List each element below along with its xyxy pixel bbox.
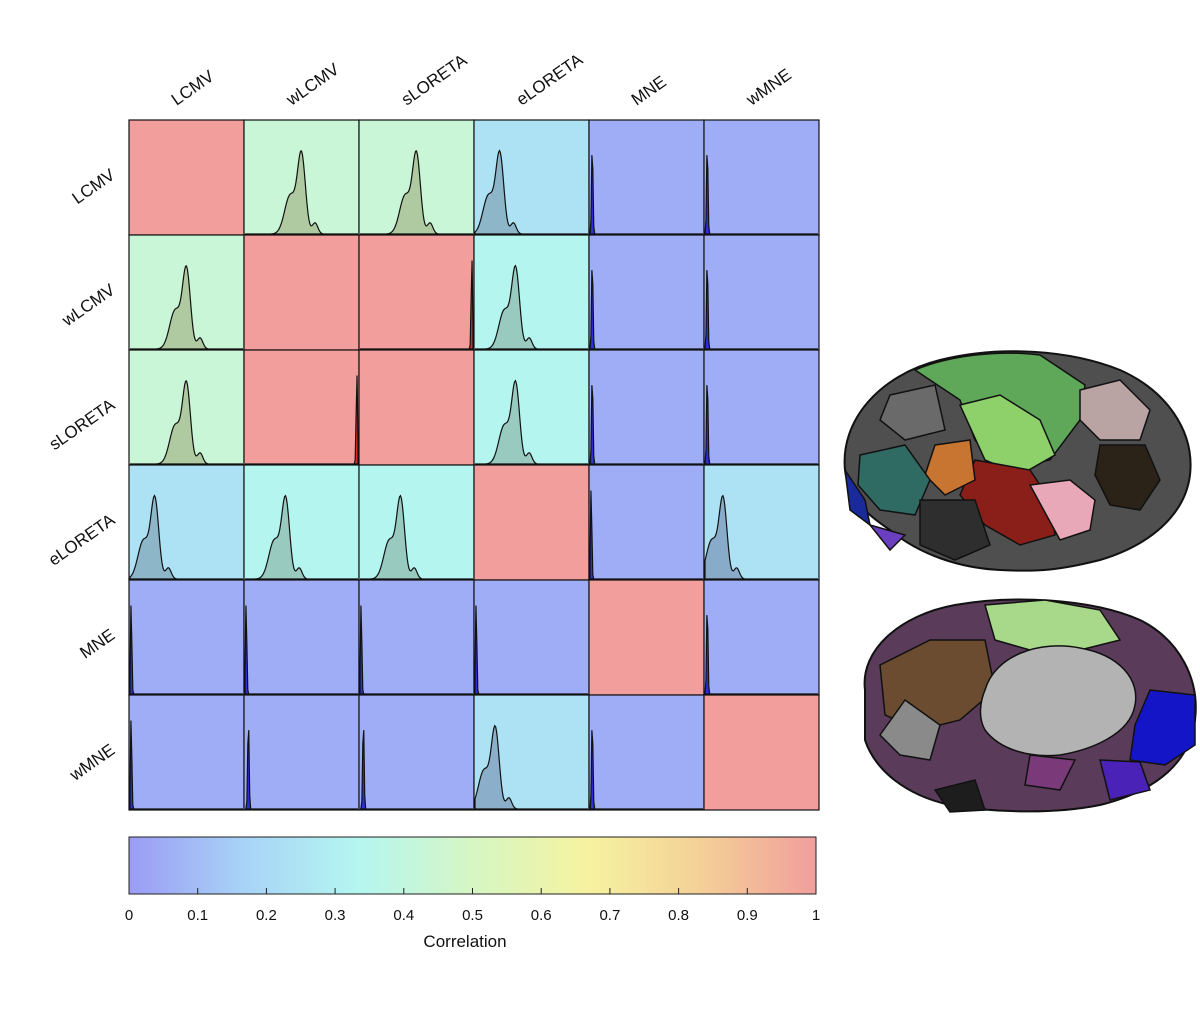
density-curve-LCMV-wLCMV (245, 150, 358, 235)
density-curve-MNE-wMNE (704, 615, 818, 695)
colorbar-tick-label-0.1: 0.1 (187, 907, 208, 924)
density-curve-eLORETA-wMNE (704, 494, 818, 580)
density-curve-wMNE-LCMV (129, 720, 243, 810)
matrix-cell-wLCMV-eLORETA (473, 234, 590, 351)
density-curve-wLCMV-sLORETA (360, 260, 474, 350)
density-curve-wMNE-wLCMV (244, 730, 358, 810)
colorbar-tick-label-0.2: 0.2 (256, 907, 277, 924)
density-curve-LCMV-sLORETA (360, 150, 473, 235)
colorbar-tick-label-0.4: 0.4 (393, 907, 414, 924)
matrix-cell-sLORETA-wMNE (703, 349, 820, 466)
density-curve-sLORETA-wLCMV (245, 375, 359, 465)
density-curve-wLCMV-MNE (589, 270, 703, 350)
matrix-cell-LCMV-LCMV (128, 119, 245, 236)
column-label-LCMV: LCMV (168, 66, 218, 109)
matrix-cell-wMNE-MNE (588, 694, 705, 811)
matrix-cell-eLORETA-eLORETA (473, 464, 590, 581)
density-curve-LCMV-eLORETA (474, 149, 588, 235)
brain-lateral-view (843, 350, 1192, 572)
density-curve-LCMV-wMNE (704, 155, 818, 235)
colorbar-tick-label-0.3: 0.3 (325, 907, 346, 924)
colorbar: 0 0.1 0.2 0.3 0.4 0.5 0.6 0.7 0.8 0.9 1 Correlatio… (125, 836, 820, 951)
density-curve-wMNE-eLORETA (474, 724, 588, 810)
matrix-cell-wLCMV-wLCMV (243, 234, 360, 351)
row-label-wMNE: wMNE (66, 740, 119, 785)
colorbar-tick-label-0.7: 0.7 (599, 907, 620, 924)
colorbar-tick-label-0.8: 0.8 (668, 907, 689, 924)
row-labels: LCMV wLCMV sLORETA eLORETA MNE wMNE (45, 165, 119, 785)
density-curve-LCMV-MNE (589, 155, 703, 235)
column-label-wMNE: wMNE (742, 65, 795, 110)
matrix-cell-wLCMV-MNE (588, 234, 705, 351)
column-label-sLORETA: sLORETA (398, 50, 471, 109)
density-curve-eLORETA-wLCMV (245, 494, 358, 580)
density-curve-wLCMV-wMNE (704, 270, 818, 350)
row-label-wLCMV: wLCMV (58, 280, 119, 331)
brain-medial-view (863, 598, 1197, 813)
matrix-cell-MNE-wMNE (703, 579, 820, 696)
density-curve-eLORETA-MNE (589, 490, 703, 580)
density-curve-wLCMV-eLORETA (475, 264, 588, 350)
matrix-cell-wLCMV-sLORETA (358, 234, 475, 351)
density-curve-wMNE-MNE (589, 730, 703, 810)
matrix-cell-eLORETA-MNE (588, 464, 705, 581)
matrix-cell-MNE-sLORETA (358, 579, 475, 696)
row-label-sLORETA: sLORETA (46, 395, 119, 454)
matrix-cell-wLCMV-wMNE (703, 234, 820, 351)
matrix-cell-sLORETA-wLCMV (243, 349, 360, 466)
colorbar-gradient (128, 836, 817, 895)
density-curve-sLORETA-LCMV (130, 380, 243, 465)
colorbar-tick-label-0.9: 0.9 (737, 907, 758, 924)
matrix-cell-wMNE-wMNE (703, 694, 820, 811)
density-curve-sLORETA-MNE (589, 385, 703, 465)
matrix-cell-LCMV-MNE (588, 119, 705, 236)
density-curve-wLCMV-LCMV (130, 265, 243, 350)
density-curve-wMNE-sLORETA (359, 730, 473, 810)
matrix-cell-sLORETA-eLORETA (473, 349, 590, 466)
colorbar-tick-label-0.6: 0.6 (531, 907, 552, 924)
matrix-cell-eLORETA-wLCMV (243, 464, 360, 581)
matrix-cell-sLORETA-sLORETA (358, 349, 475, 466)
colorbar-tick-label-0: 0 (125, 907, 133, 924)
density-curve-MNE-wLCMV (244, 605, 358, 695)
matrix-cell-MNE-wLCMV (243, 579, 360, 696)
matrix-cell-wMNE-LCMV (128, 694, 245, 811)
row-label-MNE: MNE (76, 625, 118, 662)
density-curve-MNE-sLORETA (359, 605, 473, 695)
density-curve-MNE-eLORETA (474, 605, 588, 695)
matrix-cell-wMNE-sLORETA (358, 694, 475, 811)
density-curve-eLORETA-sLORETA (360, 494, 473, 580)
column-label-MNE: MNE (628, 72, 670, 109)
density-curve-sLORETA-eLORETA (475, 379, 588, 465)
density-curve-eLORETA-LCMV (129, 494, 243, 580)
matrix-cell-wMNE-wLCMV (243, 694, 360, 811)
matrix-cell-MNE-MNE (588, 579, 705, 696)
matrix-cell-sLORETA-MNE (588, 349, 705, 466)
column-label-wLCMV: wLCMV (282, 59, 343, 110)
colorbar-tick-label-1: 1 (812, 907, 820, 924)
matrix-cell-LCMV-wMNE (703, 119, 820, 236)
matrix-cell-eLORETA-sLORETA (358, 464, 475, 581)
colorbar-ticks: 0 0.1 0.2 0.3 0.4 0.5 0.6 0.7 0.8 0.9 1 (125, 888, 820, 924)
row-label-LCMV: LCMV (69, 165, 119, 208)
row-label-eLORETA: eLORETA (45, 510, 119, 570)
correlation-matrix (128, 119, 820, 811)
density-curve-sLORETA-wMNE (704, 385, 818, 465)
matrix-cell-MNE-LCMV (128, 579, 245, 696)
colorbar-tick-label-0.5: 0.5 (462, 907, 483, 924)
density-curve-MNE-LCMV (129, 605, 243, 695)
column-labels: LCMV wLCMV sLORETA eLORETA MNE wMNE (168, 50, 795, 110)
column-label-eLORETA: eLORETA (513, 50, 587, 110)
matrix-cell-MNE-eLORETA (473, 579, 590, 696)
colorbar-label: Correlation (423, 932, 506, 951)
